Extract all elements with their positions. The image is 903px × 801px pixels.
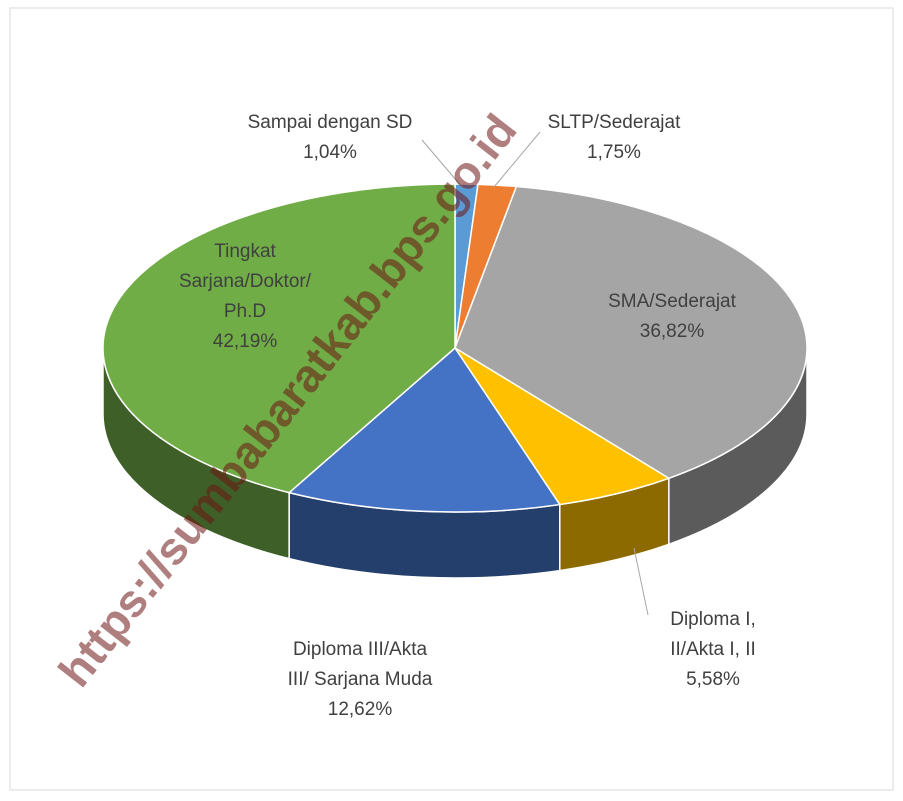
value-label: 42,19% bbox=[212, 331, 278, 352]
value-label: 5,58% bbox=[686, 669, 740, 690]
slice-label: Diploma III/Akta III/ Sarjana Muda 12,62% bbox=[288, 635, 433, 725]
leader-line bbox=[493, 131, 541, 188]
category-label: SLTP/Sederajat bbox=[547, 112, 681, 133]
category-label: Diploma III/Akta III/ Sarjana Muda bbox=[287, 639, 433, 690]
leaders bbox=[421, 131, 649, 616]
category-label: SMA/Sederajat bbox=[608, 291, 736, 312]
slice-label: Diploma I, II/Akta I, II 5,58% bbox=[670, 605, 756, 695]
pie-slice bbox=[454, 185, 808, 480]
leader-line bbox=[421, 139, 463, 188]
value-label: 36,82% bbox=[639, 321, 705, 342]
category-label: Diploma I, II/Akta I, II bbox=[670, 609, 756, 660]
slice-label: Tingkat Sarjana/Doktor/ Ph.D 42,19% bbox=[179, 237, 311, 357]
pie bbox=[102, 183, 808, 579]
value-label: 1,04% bbox=[303, 142, 357, 163]
leader-line bbox=[633, 547, 649, 616]
slice-label: SLTP/Sederajat 1,75% bbox=[548, 108, 681, 168]
pie-slice bbox=[102, 183, 456, 494]
value-label: 1,75% bbox=[587, 142, 641, 163]
slice-label: Sampai dengan SD 1,04% bbox=[248, 108, 413, 168]
category-label: Tingkat Sarjana/Doktor/ Ph.D bbox=[178, 241, 312, 322]
category-label: Sampai dengan SD bbox=[247, 112, 413, 133]
slice-label: SMA/Sederajat 36,82% bbox=[608, 287, 736, 347]
value-label: 12,62% bbox=[327, 699, 393, 720]
pie-slice bbox=[287, 346, 562, 513]
frame bbox=[9, 7, 894, 791]
